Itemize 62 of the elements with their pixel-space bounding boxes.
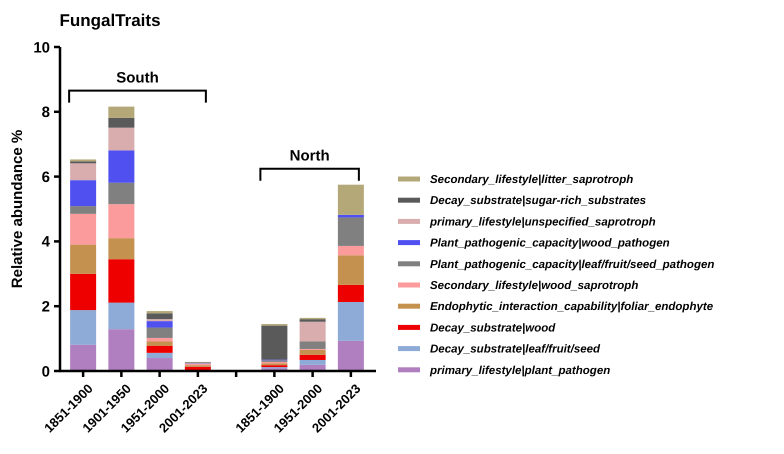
bar — [70, 206, 96, 214]
bar — [108, 329, 134, 371]
y-tick-label: 6 — [42, 168, 50, 186]
bar — [300, 322, 326, 342]
bar — [146, 338, 173, 342]
bar — [146, 352, 173, 358]
y-tick-label: 0 — [42, 363, 50, 380]
legend-label: primary_lifestyle|unspecified_saprotroph — [429, 216, 656, 228]
bar — [338, 246, 364, 256]
bar — [300, 350, 326, 355]
bar — [108, 238, 134, 260]
bar — [146, 358, 173, 371]
bar — [108, 106, 134, 118]
annotation: North — [290, 148, 330, 165]
y-tick-label: 2 — [42, 298, 50, 316]
bar — [338, 214, 364, 218]
legend-label: Decay_substrate|wood — [430, 322, 556, 334]
bar — [338, 255, 364, 285]
bar — [108, 182, 134, 204]
bar — [146, 342, 173, 346]
legend-label: Plant_pathogenic_capacity|leaf/fruit/seed_pathogen — [430, 258, 714, 271]
bar — [146, 328, 173, 338]
y-axis-title: Relative abundance % — [9, 130, 26, 288]
bar — [70, 344, 96, 371]
legend-label: Secondary_lifestyle|wood_saprotroph — [430, 280, 638, 292]
legend-label: Endophytic_interaction_capability|foliar_endophyte — [430, 301, 714, 314]
bar — [300, 342, 326, 349]
bar — [70, 244, 96, 274]
bar — [338, 217, 364, 246]
bar — [146, 321, 173, 328]
bar — [108, 128, 134, 150]
bar — [70, 180, 96, 206]
bar — [184, 366, 211, 370]
bar — [108, 302, 134, 330]
legend-label: Decay_substrate|leaf/fruit/seed — [430, 344, 602, 356]
bar — [338, 184, 364, 215]
bar — [108, 204, 134, 238]
bar — [146, 313, 173, 320]
bar — [108, 150, 134, 183]
y-tick-label: 8 — [42, 104, 50, 122]
legend-label: Plant_pathogenic_capacity|wood_pathogen — [430, 238, 670, 250]
bar — [338, 340, 364, 371]
bar — [338, 284, 364, 302]
bar — [338, 302, 364, 341]
annotation: South — [116, 70, 159, 87]
legend-label: Decay_substrate|sugar-rich_substrates — [430, 195, 646, 208]
bar — [70, 274, 96, 310]
bar — [108, 259, 134, 303]
bar — [261, 326, 288, 360]
bar — [70, 214, 96, 245]
legend-label: Secondary_lifestyle|litter_saprotroph — [430, 174, 634, 186]
bar — [300, 360, 326, 365]
chart-title: FungalTraits — [59, 11, 161, 30]
bar — [108, 118, 134, 128]
bar — [300, 319, 326, 322]
bar — [146, 346, 173, 353]
y-tick-label: 10 — [33, 39, 50, 56]
bar — [70, 310, 96, 345]
bar — [300, 354, 326, 360]
legend-label: primary_lifestyle|plant_pathogen — [429, 364, 610, 377]
y-tick-label: 4 — [42, 234, 51, 251]
bar — [70, 163, 96, 180]
